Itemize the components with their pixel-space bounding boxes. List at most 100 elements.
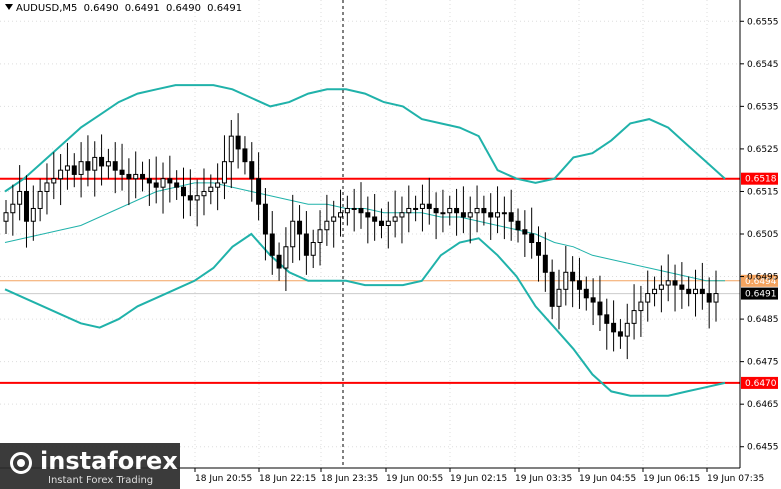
time-tick-label: 18 Jun 23:35 <box>321 474 378 484</box>
price-label: 0.6494 <box>745 277 777 287</box>
candle-body <box>365 212 371 218</box>
band-middle <box>4 182 725 282</box>
candle-body <box>112 161 118 171</box>
candle-body <box>617 331 623 337</box>
candle-body <box>433 207 439 214</box>
candle-body <box>276 254 282 269</box>
candle-body <box>317 229 323 244</box>
candle-body <box>481 207 487 214</box>
candle-body <box>604 314 610 324</box>
candle-body <box>570 271 576 282</box>
candle-body <box>181 186 186 197</box>
candle-body <box>17 190 23 205</box>
candle-body <box>85 161 91 171</box>
bollinger-bands <box>4 84 726 397</box>
logo-icon <box>10 452 32 474</box>
candle-body <box>399 212 405 218</box>
candle-body <box>64 165 70 171</box>
price-tick-label: 0.6525 <box>747 145 779 155</box>
candle-body <box>44 182 50 192</box>
candle-body <box>447 207 453 214</box>
time-tick-label: 19 Jun 07:35 <box>707 474 764 484</box>
level-label: 0.6470 <box>745 379 777 389</box>
candle-body <box>256 178 262 205</box>
candle-body <box>378 220 384 226</box>
candle-body <box>78 161 84 175</box>
time-tick-label: 18 Jun 20:55 <box>195 474 252 484</box>
candle-body <box>624 322 630 337</box>
grid <box>0 0 740 468</box>
level-label: 0.6518 <box>745 175 777 185</box>
candle-body <box>590 297 596 303</box>
candle-body <box>262 203 268 235</box>
price-tick-label: 0.6495 <box>747 273 779 283</box>
candle-body <box>174 182 180 188</box>
brand-logo: instaforex Instant Forex Trading <box>0 443 180 489</box>
candle-body <box>10 203 16 214</box>
candle-body <box>672 280 678 286</box>
price-tick-label: 0.6465 <box>747 400 779 410</box>
candle-body <box>693 288 699 295</box>
candle-body <box>372 216 378 222</box>
candle-body <box>556 288 562 307</box>
level-label-bg <box>741 172 778 185</box>
close-value: 0.6491 <box>207 3 243 14</box>
candle-body <box>167 178 173 184</box>
symbol-label: AUDUSD,M5 <box>16 3 78 14</box>
collapse-icon[interactable] <box>5 4 13 10</box>
candle-body <box>310 242 316 256</box>
candle-body <box>522 229 528 235</box>
candle-body <box>249 161 255 180</box>
candle-body <box>638 301 644 312</box>
candle-body <box>611 322 617 333</box>
candle-body <box>658 284 664 290</box>
candle-body <box>351 207 357 210</box>
price-label-bg <box>741 287 778 300</box>
candles <box>3 113 719 360</box>
time-tick-label: 19 Jun 02:15 <box>450 474 507 484</box>
price-tick-label: 0.6535 <box>747 102 779 112</box>
level-label-bg <box>741 376 778 389</box>
candle-body <box>215 182 221 188</box>
open-value: 0.6490 <box>83 3 119 14</box>
candle-body <box>706 293 712 303</box>
time-tick-label: 19 Jun 04:55 <box>579 474 636 484</box>
band-upper <box>4 84 726 193</box>
logo-tagline: Instant Forex Trading <box>48 475 154 486</box>
candle-body <box>30 207 36 222</box>
high-value: 0.6491 <box>124 3 160 14</box>
price-axis: 0.6555 0.6545 0.6535 0.6525 0.6515 0.6505 0.64… <box>739 0 779 468</box>
candle-body <box>146 178 152 184</box>
time-tick-label: 18 Jun 22:15 <box>259 474 316 484</box>
candle-body <box>454 207 460 214</box>
price-label-bg <box>741 274 778 287</box>
candle-body <box>549 271 555 307</box>
price-tick-label: 0.6505 <box>747 230 779 240</box>
price-tick-label: 0.6515 <box>747 187 779 197</box>
candle-body <box>440 212 446 215</box>
price-tick-label: 0.6555 <box>747 17 779 27</box>
price-tick-label: 0.6545 <box>747 60 779 70</box>
candle-body <box>140 173 146 180</box>
candle-body <box>208 186 214 192</box>
candle-body <box>297 220 303 235</box>
candle-body <box>221 161 227 184</box>
candle-body <box>645 293 651 303</box>
candle-body <box>686 288 692 295</box>
candle-body <box>583 288 589 299</box>
candle-body <box>665 280 671 286</box>
candle-body <box>194 195 200 201</box>
candle-body <box>460 212 466 218</box>
candle-body <box>338 212 344 218</box>
candle-body <box>37 190 43 209</box>
time-axis: 18 Jun 20:55 18 Jun 22:15 18 Jun 23:35 19 J… <box>0 467 764 484</box>
candle-body <box>58 169 64 180</box>
candle-body <box>652 288 658 295</box>
candle-body <box>71 165 77 175</box>
candle-body <box>331 216 337 222</box>
price-tick-label: 0.6485 <box>747 315 779 325</box>
candle-body <box>508 212 514 222</box>
candle-body <box>201 190 207 197</box>
candle-body <box>713 293 719 303</box>
